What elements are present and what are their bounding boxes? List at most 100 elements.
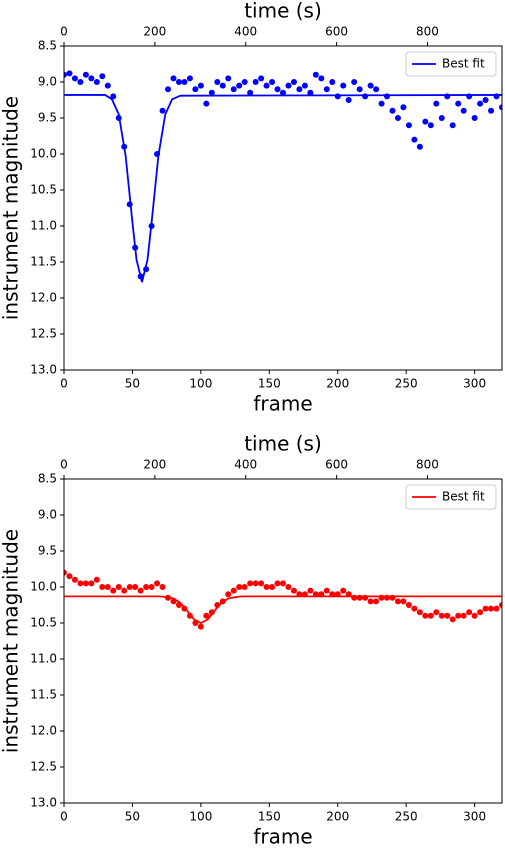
point	[252, 79, 259, 85]
point	[181, 79, 188, 85]
point	[433, 609, 440, 616]
point	[88, 580, 95, 587]
y-tick-label: 8.5	[38, 39, 57, 53]
y-tick-label: 11.5	[30, 688, 57, 702]
point	[290, 587, 297, 594]
point	[104, 82, 111, 89]
point	[258, 580, 265, 587]
y-tick-label: 10.0	[30, 580, 57, 594]
point	[427, 612, 434, 619]
point	[312, 71, 319, 78]
point	[482, 97, 489, 103]
point	[296, 86, 303, 93]
point	[493, 605, 500, 612]
y-tick-label: 13.0	[30, 796, 57, 810]
point	[280, 580, 286, 587]
point	[471, 612, 478, 619]
x2-tick-label: 600	[325, 25, 348, 39]
x-tick-label: 300	[463, 810, 486, 824]
point	[449, 122, 456, 129]
point	[438, 115, 445, 121]
point	[307, 587, 314, 594]
legend-label: Best fit	[442, 57, 485, 71]
point	[269, 584, 276, 590]
x2-tick-label: 800	[416, 458, 439, 472]
point	[247, 89, 254, 96]
point	[488, 107, 495, 114]
point	[263, 584, 270, 590]
point	[197, 82, 204, 89]
point	[121, 587, 128, 594]
legend-box	[405, 51, 497, 77]
point	[82, 71, 89, 78]
point	[460, 612, 467, 619]
point	[110, 93, 117, 100]
y-tick-label: 10.5	[30, 616, 57, 630]
point	[115, 584, 122, 590]
point	[274, 580, 281, 587]
point	[241, 79, 248, 85]
point	[400, 598, 407, 605]
point	[356, 86, 363, 93]
point	[77, 79, 84, 85]
point	[247, 580, 254, 587]
y-tick-label: 11.0	[30, 219, 57, 233]
x-tick-label: 0	[60, 377, 68, 391]
point	[334, 93, 341, 100]
point	[405, 602, 412, 608]
point	[477, 100, 484, 107]
x-tick-label: 50	[125, 377, 140, 391]
fit-line	[64, 595, 502, 625]
point	[93, 576, 100, 583]
point	[230, 86, 237, 93]
point	[154, 580, 161, 587]
point	[93, 79, 100, 85]
point	[416, 609, 423, 616]
point	[110, 587, 117, 594]
point	[477, 609, 484, 616]
x2-tick-label: 800	[416, 25, 439, 39]
point	[345, 97, 352, 103]
point	[269, 79, 276, 85]
x-tick-label: 150	[258, 810, 281, 824]
point	[203, 100, 210, 107]
x2-tick-label: 600	[325, 458, 348, 472]
x2-tick-label: 200	[143, 25, 166, 39]
point	[274, 86, 281, 93]
y-tick-label: 10.5	[30, 183, 57, 197]
point	[499, 602, 502, 608]
point	[159, 584, 166, 590]
point	[82, 580, 89, 587]
point	[66, 573, 73, 580]
x-axis-label: frame	[253, 825, 312, 849]
x2-tick-label: 0	[60, 458, 68, 472]
point	[471, 115, 478, 121]
point	[362, 93, 369, 100]
point	[175, 79, 182, 85]
point	[197, 623, 204, 630]
x-tick-label: 50	[125, 810, 140, 824]
point	[373, 86, 380, 93]
point	[236, 82, 243, 89]
point	[438, 612, 445, 619]
point	[148, 584, 155, 590]
point	[444, 612, 451, 619]
point	[225, 75, 232, 82]
y-tick-label: 9.0	[38, 75, 57, 89]
panel: 8.59.09.510.010.511.011.512.012.513.00 50…	[0, 0, 503, 416]
point	[323, 86, 330, 93]
x-tick-label: 250	[395, 810, 418, 824]
point	[203, 612, 210, 619]
point	[285, 584, 292, 590]
point	[488, 605, 495, 612]
point	[252, 580, 259, 587]
point	[99, 73, 106, 80]
y-tick-label: 12.0	[30, 724, 57, 738]
point	[400, 104, 407, 111]
point	[389, 107, 396, 114]
axes-frame	[63, 478, 503, 804]
point	[214, 79, 221, 85]
x-tick-label: 200	[326, 377, 349, 391]
point	[307, 89, 314, 96]
